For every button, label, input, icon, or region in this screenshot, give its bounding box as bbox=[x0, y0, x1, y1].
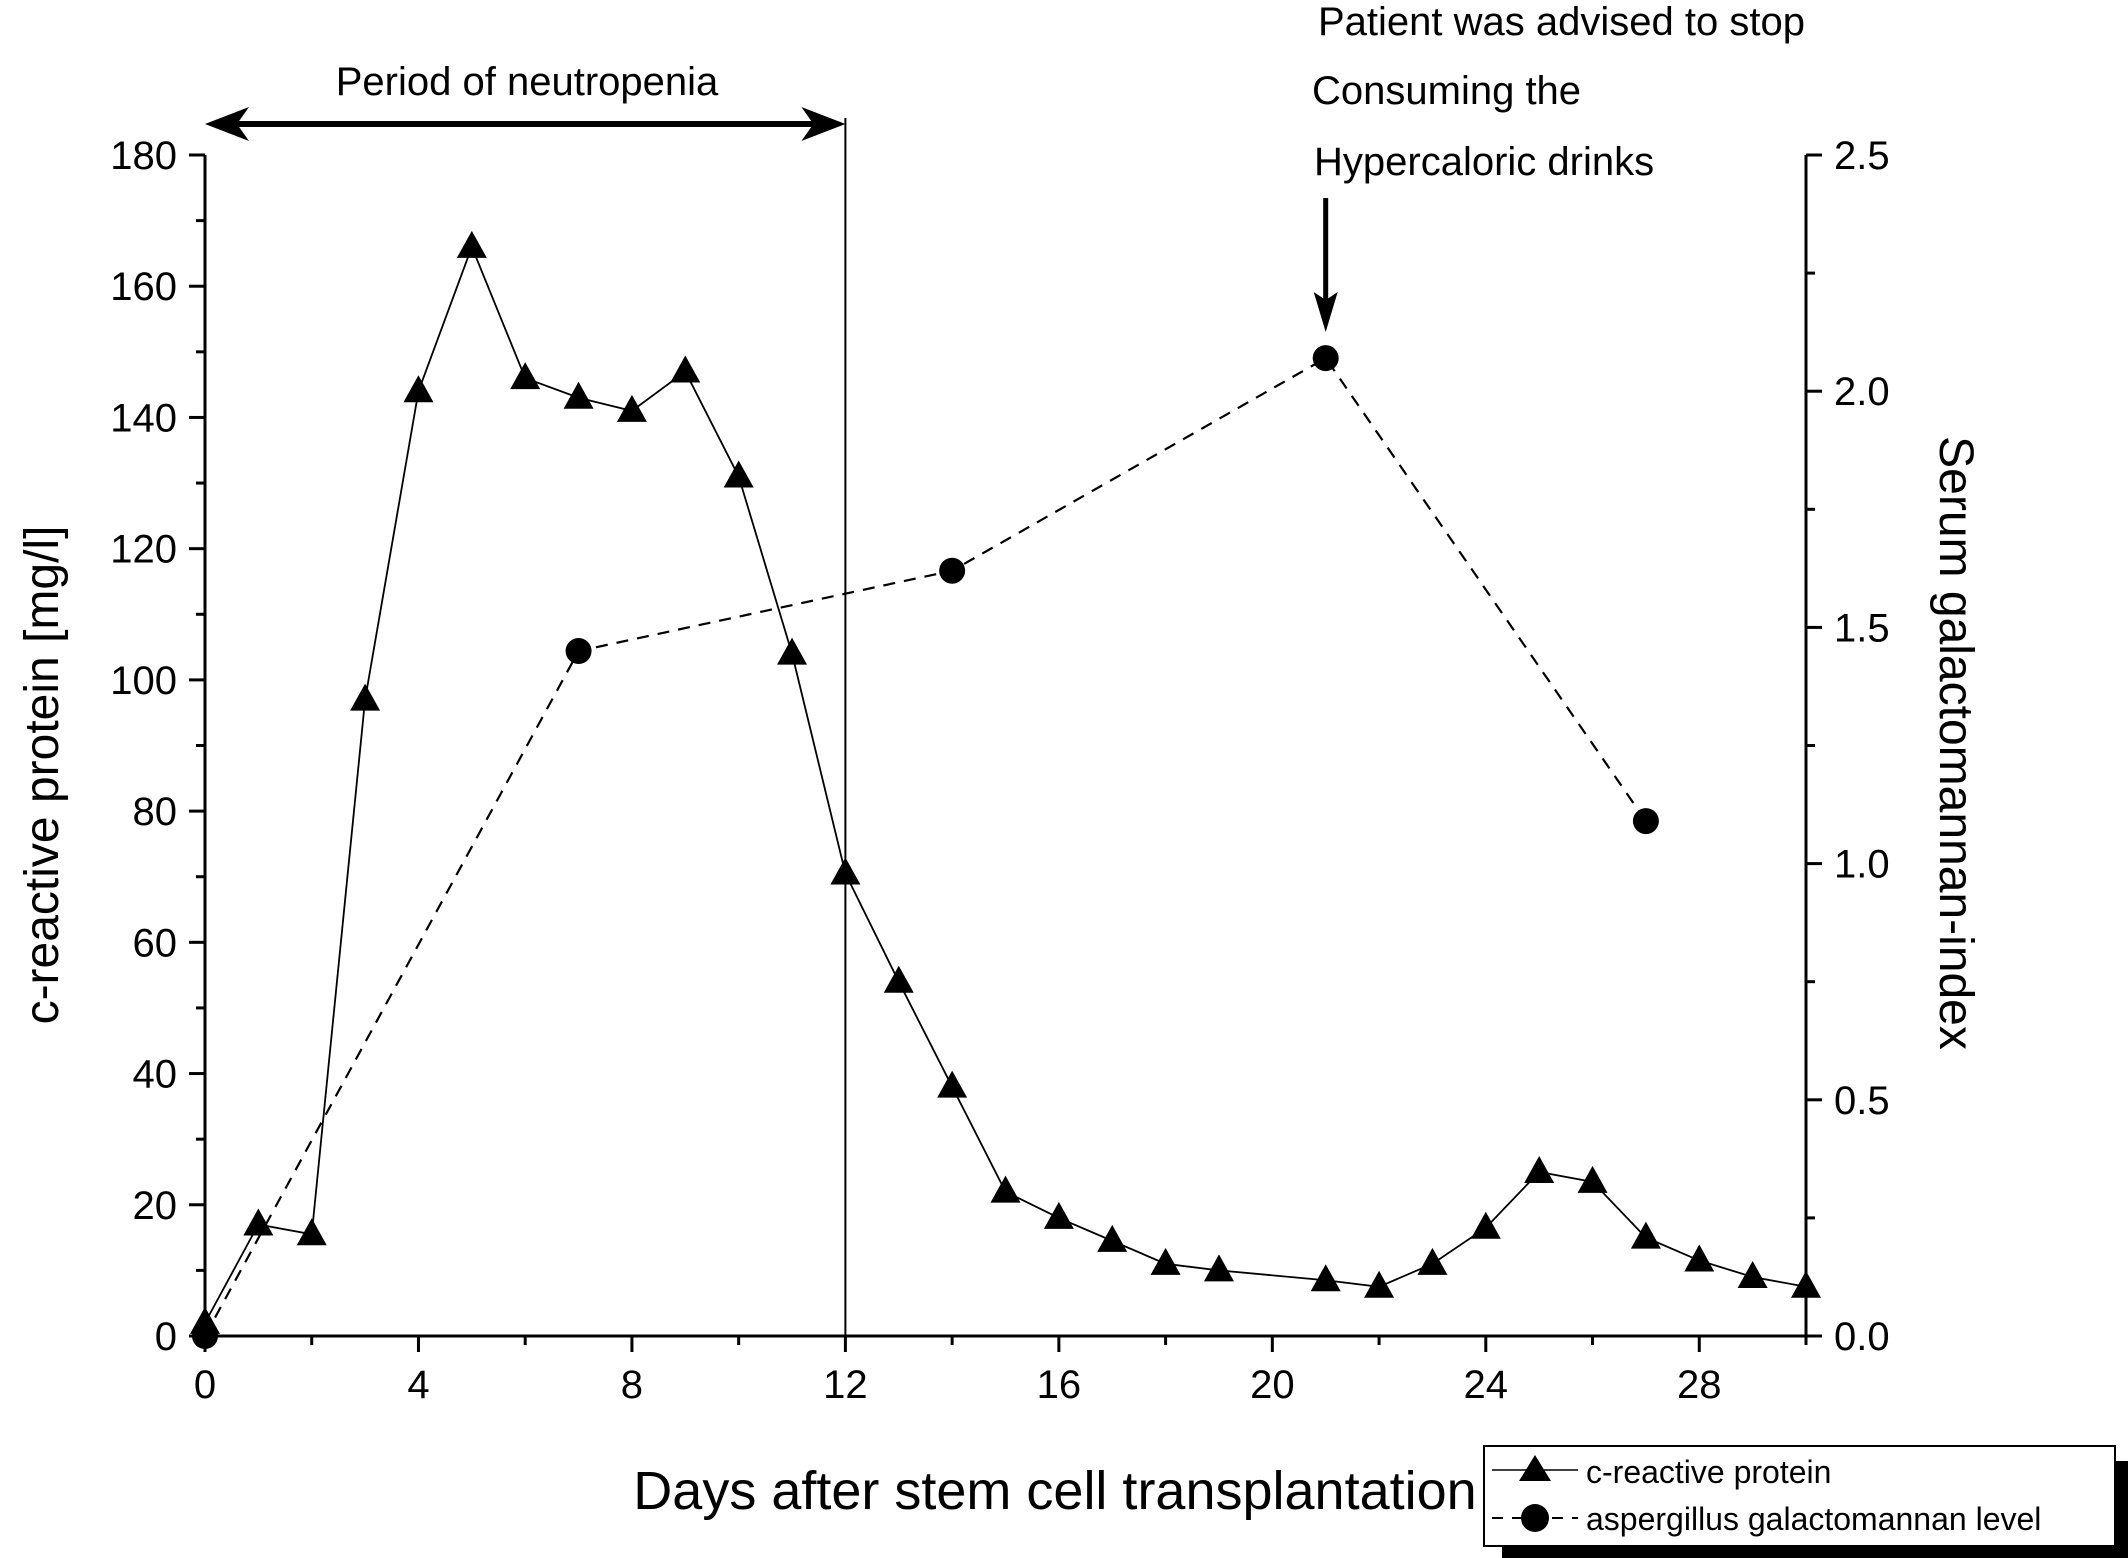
y-left-tick-label: 80 bbox=[133, 790, 178, 834]
y-left-tick-label: 180 bbox=[110, 134, 177, 178]
crp-point bbox=[563, 381, 594, 409]
y-right-tick-label: 2.0 bbox=[1834, 370, 1890, 414]
y-left-tick-label: 140 bbox=[110, 396, 177, 440]
crp-point bbox=[1470, 1211, 1501, 1239]
crp-point bbox=[1524, 1155, 1555, 1183]
crp-point bbox=[883, 965, 914, 993]
advice-line-3: Hypercaloric drinks bbox=[1314, 140, 1654, 184]
y-left-tick-label: 120 bbox=[110, 528, 177, 572]
y-right-tick-label: 0.0 bbox=[1834, 1315, 1890, 1359]
chart-marks bbox=[190, 107, 1821, 1349]
y-left-tick-label: 20 bbox=[133, 1184, 178, 1228]
legend-crp-marker bbox=[1519, 1455, 1551, 1481]
galactomannan-point bbox=[192, 1323, 218, 1349]
legend-box bbox=[1483, 1445, 2116, 1547]
crp-point bbox=[403, 375, 434, 403]
y-left-tick-label: 60 bbox=[133, 921, 178, 965]
x-tick-label: 8 bbox=[621, 1363, 643, 1407]
advice-arrowhead bbox=[1313, 292, 1338, 332]
x-axis-title: Days after stem cell transplantation bbox=[633, 1461, 1476, 1521]
crp-point bbox=[1203, 1254, 1234, 1282]
crp-line bbox=[204, 244, 1807, 1324]
crp-point bbox=[990, 1175, 1021, 1203]
crp-point bbox=[1684, 1244, 1715, 1272]
crp-point bbox=[1043, 1201, 1074, 1229]
y-left-tick-label: 0 bbox=[155, 1315, 177, 1359]
x-tick-label: 12 bbox=[823, 1363, 868, 1407]
y-right-tick-label: 2.5 bbox=[1834, 134, 1890, 178]
crp-point bbox=[616, 394, 647, 422]
legend: c-reactive protein aspergillus galactoma… bbox=[1483, 1445, 2128, 1558]
crp-point bbox=[510, 362, 541, 390]
y-right-tick-label: 1.0 bbox=[1834, 843, 1890, 887]
crp-point bbox=[937, 1070, 968, 1098]
x-tick-label: 20 bbox=[1250, 1363, 1295, 1407]
neutropenia-label: Period of neutropenia bbox=[336, 60, 719, 104]
y-right-tick-label: 0.5 bbox=[1834, 1079, 1890, 1123]
crp-point bbox=[296, 1218, 327, 1246]
x-tick-label: 0 bbox=[194, 1363, 216, 1407]
x-tick-label: 28 bbox=[1677, 1363, 1722, 1407]
legend-crp-label: c-reactive protein bbox=[1586, 1454, 1831, 1490]
crp-point bbox=[1364, 1270, 1395, 1298]
crp-point bbox=[1097, 1224, 1128, 1252]
left-axis-title: c-reactive protein [mg/l] bbox=[16, 526, 69, 1025]
y-left-tick-label: 40 bbox=[133, 1053, 178, 1097]
crp-point bbox=[1791, 1270, 1821, 1298]
crp-point bbox=[1310, 1264, 1341, 1292]
crp-point bbox=[670, 355, 701, 383]
crp-point bbox=[1417, 1247, 1448, 1275]
galactomannan-point bbox=[1632, 808, 1659, 835]
crp-point bbox=[456, 230, 487, 258]
crp-point bbox=[777, 637, 808, 665]
crp-point bbox=[1577, 1165, 1608, 1193]
x-tick-label: 16 bbox=[1037, 1363, 1082, 1407]
galactomannan-point bbox=[939, 557, 966, 584]
legend-gm-label: aspergillus galactomannan level bbox=[1586, 1501, 2041, 1537]
y-left-tick-label: 160 bbox=[110, 265, 177, 309]
y-right-tick-label: 1.5 bbox=[1834, 606, 1890, 650]
crp-point bbox=[723, 460, 754, 488]
crp-point bbox=[243, 1208, 274, 1236]
crp-point bbox=[1630, 1221, 1661, 1249]
crp-point bbox=[350, 683, 381, 711]
neutropenia-arrowhead-right bbox=[801, 107, 846, 141]
galactomannan-line bbox=[204, 356, 1647, 1337]
galactomannan-point bbox=[1312, 345, 1339, 372]
axes: 0 4 8 12 16 20 24 28 0 20 40 60 80 100 120 140 160 180 0.0… bbox=[110, 134, 1889, 1407]
x-tick-label: 24 bbox=[1464, 1363, 1509, 1407]
crp-point bbox=[1737, 1260, 1768, 1288]
neutropenia-arrowhead-left bbox=[205, 107, 249, 141]
galactomannan-point bbox=[565, 638, 592, 665]
x-tick-label: 4 bbox=[407, 1363, 429, 1407]
legend-gm-marker bbox=[1521, 1504, 1549, 1532]
advice-line-1: Patient was advised to stop bbox=[1318, 0, 1805, 44]
crp-point bbox=[830, 857, 861, 885]
y-left-tick-label: 100 bbox=[110, 659, 177, 703]
advice-line-2: Consuming the bbox=[1312, 69, 1581, 113]
right-axis-title: Serum galactomannan-index bbox=[1929, 436, 1982, 1050]
crp-point bbox=[1150, 1247, 1181, 1275]
